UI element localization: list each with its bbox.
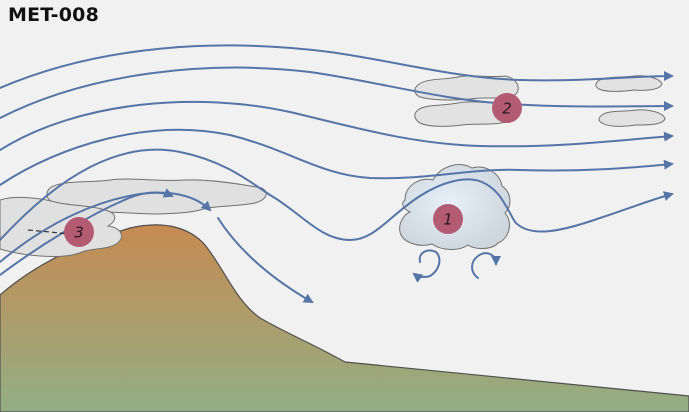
- cloud-icon: [414, 75, 519, 101]
- rotor-eddy-icon: [412, 249, 441, 283]
- svg-text:1: 1: [443, 211, 453, 229]
- figure-code: MET-008: [8, 4, 100, 26]
- rotor-eddy-icon: [471, 252, 501, 279]
- cirrus-cloud-band: [414, 75, 666, 127]
- airflow-arrow-icon: [0, 100, 674, 151]
- airflow-arrow-icon: [0, 66, 674, 119]
- airflow-arrow-icon: [0, 191, 212, 263]
- rotor-eddies: [412, 249, 501, 283]
- airflow-arrow-icon: [0, 188, 174, 276]
- wave-dashed-line: [27, 229, 69, 235]
- mountain-icon: [0, 224, 689, 412]
- cap-cloud-marker: 3: [64, 217, 94, 247]
- cumulus-marker: 1: [433, 204, 463, 234]
- airflow-streamlines: [0, 44, 674, 303]
- svg-text:2: 2: [502, 100, 512, 118]
- airflow-arrow-icon: [217, 217, 314, 303]
- cloud-icon: [598, 109, 666, 127]
- cloud-icon: [0, 196, 123, 257]
- airflow-arrow-icon: [0, 44, 674, 89]
- svg-text:3: 3: [74, 224, 84, 242]
- cirrus-marker: 2: [492, 93, 522, 123]
- airflow-arrow-icon: [0, 128, 674, 186]
- airflow-arrow-icon: [0, 148, 674, 242]
